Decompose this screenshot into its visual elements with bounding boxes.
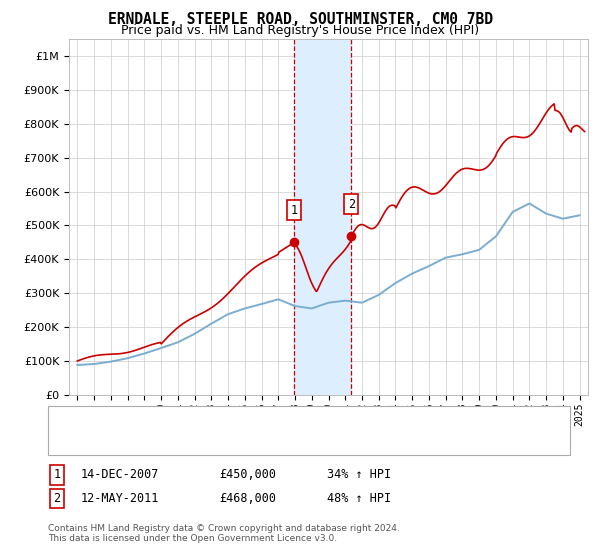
Text: 34% ↑ HPI: 34% ↑ HPI bbox=[327, 468, 391, 482]
Text: 2: 2 bbox=[53, 492, 61, 505]
Text: 1: 1 bbox=[53, 468, 61, 482]
Text: £468,000: £468,000 bbox=[219, 492, 276, 505]
Text: £450,000: £450,000 bbox=[219, 468, 276, 482]
Text: HPI: Average price, detached house, Maldon: HPI: Average price, detached house, Mald… bbox=[111, 437, 373, 446]
Text: 1: 1 bbox=[290, 204, 298, 217]
Text: Contains HM Land Registry data © Crown copyright and database right 2024.: Contains HM Land Registry data © Crown c… bbox=[48, 524, 400, 533]
Text: 12-MAY-2011: 12-MAY-2011 bbox=[81, 492, 160, 505]
Text: ERNDALE, STEEPLE ROAD, SOUTHMINSTER, CM0 7BD: ERNDALE, STEEPLE ROAD, SOUTHMINSTER, CM0… bbox=[107, 12, 493, 27]
Text: 14-DEC-2007: 14-DEC-2007 bbox=[81, 468, 160, 482]
Text: This data is licensed under the Open Government Licence v3.0.: This data is licensed under the Open Gov… bbox=[48, 534, 337, 543]
Bar bbox=[294, 39, 351, 395]
Text: Price paid vs. HM Land Registry's House Price Index (HPI): Price paid vs. HM Land Registry's House … bbox=[121, 24, 479, 36]
Text: ERNDALE, STEEPLE ROAD, SOUTHMINSTER, CM0 7BD (detached house): ERNDALE, STEEPLE ROAD, SOUTHMINSTER, CM0… bbox=[111, 413, 492, 423]
Text: 48% ↑ HPI: 48% ↑ HPI bbox=[327, 492, 391, 505]
Text: 2: 2 bbox=[348, 198, 355, 211]
